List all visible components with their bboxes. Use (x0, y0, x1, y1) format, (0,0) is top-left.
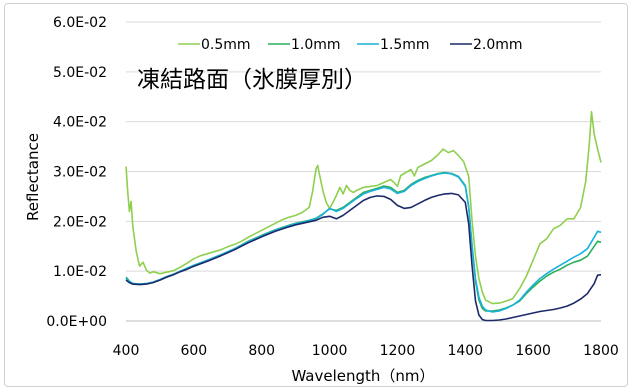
y-tick-label: 5.0E-02 (53, 65, 107, 81)
legend-label: 2.0mm (473, 37, 523, 53)
chart-frame (4, 3, 628, 387)
y-tick-label: 0.0E+00 (46, 314, 107, 330)
series-line-0.5mm (125, 110, 602, 305)
x-tick-label: 1000 (312, 343, 348, 359)
legend: 0.5mm 1.0mm 1.5mm 2.0mm (178, 37, 523, 53)
x-tick-label: 600 (180, 343, 207, 359)
x-tick-label: 1800 (583, 343, 619, 359)
legend-label: 1.5mm (380, 37, 430, 53)
x-tick-label: 1400 (447, 343, 483, 359)
series-lines (125, 110, 602, 322)
y-tick-label: 4.0E-02 (53, 115, 107, 131)
y-tick-label: 6.0E-02 (53, 15, 107, 31)
x-tick-label: 400 (113, 343, 140, 359)
x-axis-ticks: 400 600 800 1000 1200 1400 1600 1800 (113, 343, 619, 359)
gridlines (126, 21, 601, 322)
y-tick-label: 3.0E-02 (53, 165, 107, 181)
y-axis-ticks: 0.0E+00 1.0E-02 2.0E-02 3.0E-02 4.0E-02 5.0E-… (46, 15, 107, 330)
x-tick-label: 800 (248, 343, 275, 359)
series-line-2.0mm (125, 192, 602, 322)
y-tick-label: 1.0E-02 (53, 264, 107, 280)
x-axis-title: Wavelength（nm） (291, 367, 434, 385)
legend-label: 1.0mm (291, 37, 341, 53)
chart-title: 凍結路面（氷膜厚別） (137, 67, 367, 93)
y-tick-label: 2.0E-02 (53, 214, 107, 230)
series-line-1.5mm (125, 172, 602, 313)
y-axis-title: Reflectance (24, 133, 42, 221)
legend-label: 0.5mm (201, 37, 251, 53)
x-tick-label: 1200 (380, 343, 416, 359)
x-tick-label: 1600 (515, 343, 551, 359)
